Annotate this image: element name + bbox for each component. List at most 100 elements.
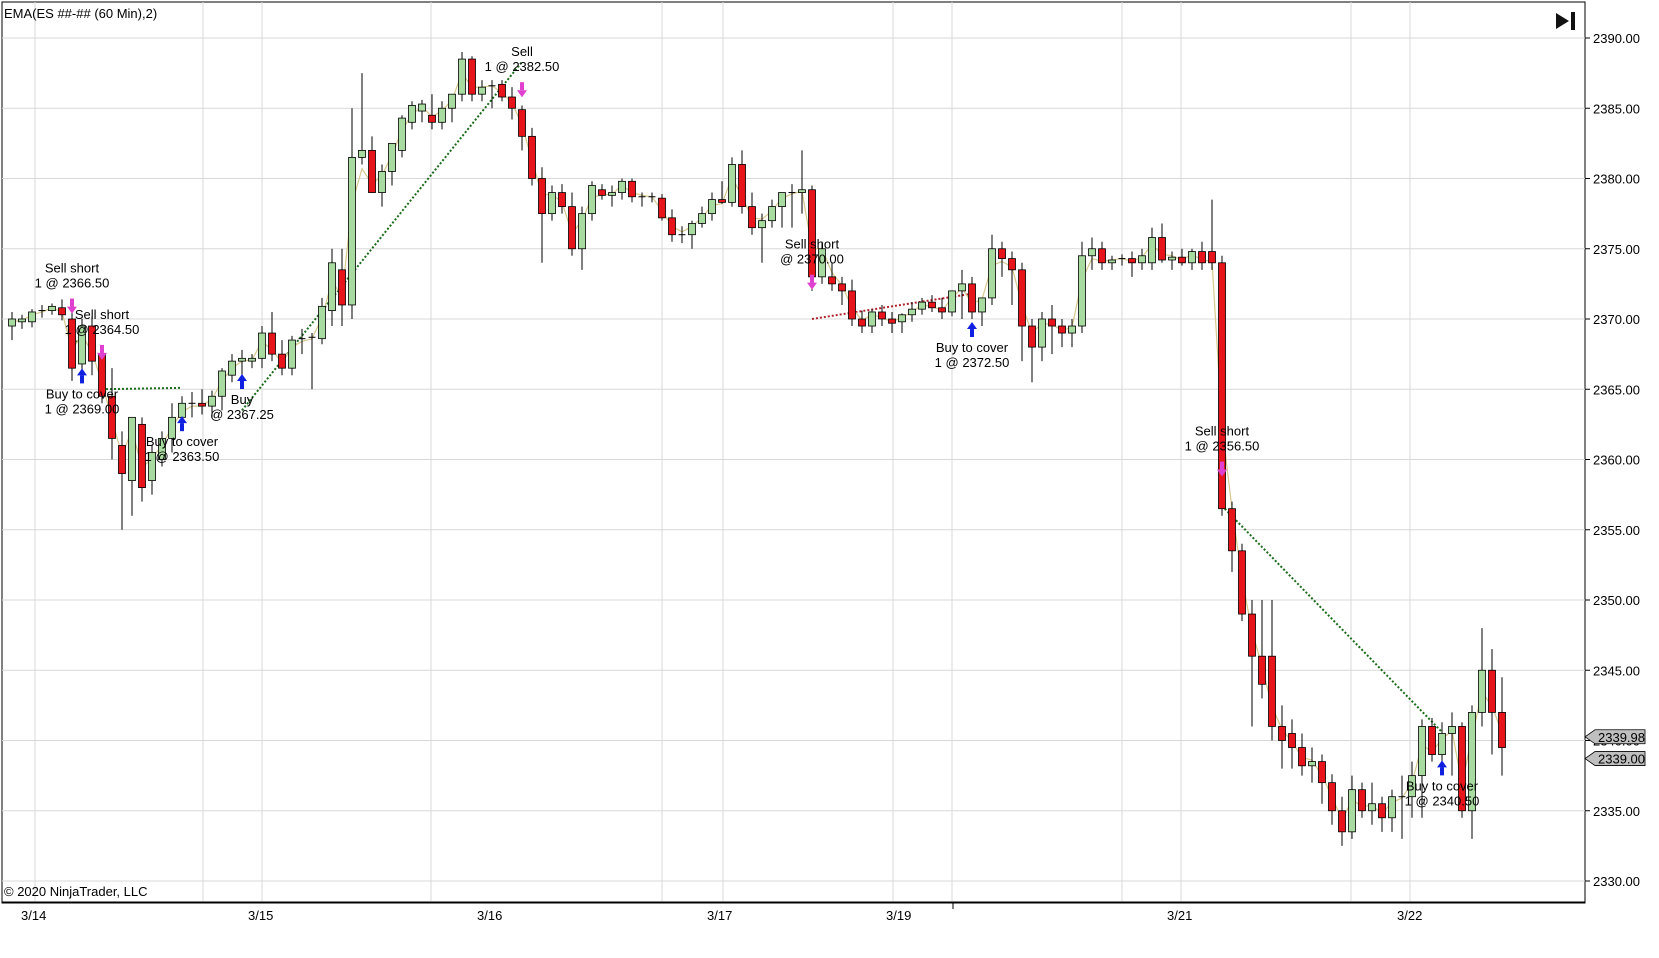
trade-price-label: 1 @ 2356.50 (1185, 439, 1260, 454)
candle-down (1338, 810, 1346, 833)
candle-up (918, 301, 926, 310)
candle-down (1498, 712, 1506, 748)
candle-down (1098, 248, 1106, 264)
candle-down (1198, 251, 1206, 264)
candle-down (368, 149, 376, 193)
candle-up (318, 305, 326, 340)
candle-up (358, 149, 366, 158)
candle-down (118, 445, 126, 474)
candle-up (908, 308, 916, 316)
trade-price-label: 1 @ 2382.50 (485, 59, 560, 74)
price-tag-label: 2339.00 (1598, 752, 1645, 767)
candle-down (858, 318, 866, 327)
candle-up (728, 164, 736, 203)
candle-up (208, 395, 216, 407)
candle-up (78, 325, 86, 365)
candle-up (1188, 251, 1196, 264)
candle-down (198, 402, 206, 407)
candle-down (1208, 251, 1216, 264)
candle-down (1178, 256, 1186, 264)
candle-down (278, 353, 286, 369)
candle-down (598, 189, 606, 196)
candle-up (1138, 255, 1146, 264)
candle-up (1108, 259, 1116, 264)
candle-down (568, 206, 576, 250)
candle-down (998, 248, 1006, 259)
candle-down (1228, 508, 1236, 552)
trade-price-label: 1 @ 2363.50 (145, 449, 220, 464)
candle-down (848, 290, 856, 320)
candle-down (1328, 782, 1336, 812)
candle-down (1378, 803, 1386, 819)
candle-down (518, 109, 526, 137)
trade-connector (811, 292, 973, 320)
candle-down (138, 423, 146, 488)
candle-down (1028, 325, 1036, 348)
trade-connector (241, 61, 523, 411)
skip-end-glyph (1556, 12, 1575, 30)
candles (8, 52, 1506, 846)
candle-up (1088, 248, 1096, 257)
candle-down (1248, 613, 1256, 657)
candle-up (448, 93, 456, 109)
candle-down (338, 269, 346, 306)
x-tick-label: 3/14 (21, 908, 46, 923)
price-tag-label: 2339.98 (1598, 730, 1645, 745)
candle-up (588, 185, 596, 215)
candle-down (1008, 258, 1016, 271)
candle-down (1318, 761, 1326, 784)
trade-connector (1221, 505, 1443, 733)
candle-up (1078, 255, 1086, 327)
candle-up (958, 283, 966, 292)
y-tick-label: 2335.00 (1593, 804, 1640, 819)
buy-arrow-icon (177, 416, 187, 424)
trade-price-label: 1 @ 2369.00 (45, 401, 120, 416)
y-tick-label: 2350.00 (1593, 593, 1640, 608)
trade-label: Buy to cover (1406, 778, 1479, 793)
x-tick-label: 3/19 (886, 908, 911, 923)
candle-up (1368, 803, 1376, 812)
candle-up (168, 416, 176, 439)
candle-up (548, 192, 556, 215)
copyright-text: © 2020 NinjaTrader, LLC (4, 884, 148, 899)
sell-arrow-icon (517, 90, 527, 98)
candle-up (1308, 761, 1316, 767)
candle-down (528, 135, 536, 179)
trade-label: Buy to cover (46, 386, 119, 401)
sell-arrow-icon (97, 352, 107, 360)
indicator-label: EMA(ES ##-## (60 Min),2) (4, 6, 158, 21)
candle-down (428, 114, 436, 123)
scroll-to-end-icon[interactable] (1553, 10, 1579, 32)
sell-arrow-shaft (100, 344, 104, 353)
buy-arrow-icon (237, 374, 247, 382)
sell-arrow-icon (67, 306, 77, 314)
plot-border (1, 1, 1586, 904)
buy-arrow-shaft (1440, 767, 1444, 776)
candle-down (1128, 258, 1136, 264)
candle-down (508, 96, 516, 109)
candle-up (898, 314, 906, 323)
candle-up (438, 107, 446, 123)
trade-label: Buy (231, 392, 254, 407)
candle-down (1428, 726, 1436, 755)
candle-down (1358, 789, 1366, 812)
buy-arrow-icon (1437, 760, 1447, 768)
candle-up (1388, 796, 1396, 819)
x-tick-label: 3/15 (248, 908, 273, 923)
candle-up (1038, 318, 1046, 348)
candle-down (268, 332, 276, 355)
candle-up (1068, 325, 1076, 334)
y-tick-label: 2360.00 (1593, 453, 1640, 468)
buy-arrow-icon (967, 322, 977, 330)
candle-up (1438, 733, 1446, 755)
time-axis[interactable]: 3/14 3/15 3/16 3/17 3/19 3/21 3/22 (21, 902, 1422, 923)
sell-arrow-shaft (520, 82, 524, 91)
x-tick-label: 3/16 (477, 908, 502, 923)
candle-down (928, 301, 936, 309)
candle-up (48, 305, 56, 311)
candle-up (768, 206, 776, 222)
candle-up (618, 180, 626, 193)
